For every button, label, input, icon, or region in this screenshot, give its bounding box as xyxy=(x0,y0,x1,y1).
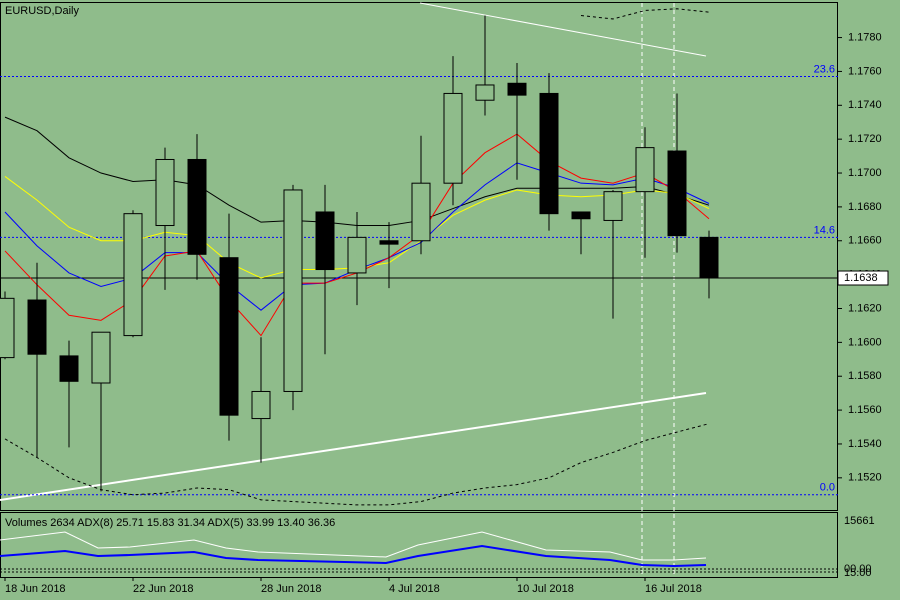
candle-body xyxy=(315,211,335,271)
candle-body xyxy=(91,331,111,384)
indicator-title: Volumes 2634 ADX(8) 25.71 15.83 31.34 AD… xyxy=(5,517,335,529)
y-tick-label: 1.1560 xyxy=(848,404,882,416)
candle-body xyxy=(379,240,399,245)
fib-label: 14.6 xyxy=(814,224,835,236)
y-tick-label: 1.1580 xyxy=(848,370,882,382)
y-tick-label: 1.1780 xyxy=(848,31,882,43)
y-tick-label: 1.1520 xyxy=(848,472,882,484)
x-tick-label: 22 Jun 2018 xyxy=(133,583,194,595)
overlay-line xyxy=(4,423,710,506)
y-tick-label: 1.1540 xyxy=(848,438,882,450)
candle-body xyxy=(123,213,143,337)
y-tick-label: 1.1760 xyxy=(848,65,882,77)
candle-body xyxy=(219,257,239,416)
y-tick-label: 1.1680 xyxy=(848,201,882,213)
candle-body xyxy=(475,84,495,101)
indicator-line xyxy=(0,544,707,568)
candle-body xyxy=(667,150,687,237)
trend-line xyxy=(419,2,707,57)
candle-body xyxy=(187,158,207,255)
candle-body xyxy=(603,191,623,221)
main-panel xyxy=(0,2,838,511)
candle-body xyxy=(411,182,431,242)
y-tick-label: 1.1700 xyxy=(848,167,882,179)
candle-body xyxy=(27,299,47,355)
candle-body xyxy=(539,92,559,215)
x-tick-label: 4 Jul 2018 xyxy=(389,583,440,595)
x-tick-label: 28 Jun 2018 xyxy=(261,583,322,595)
indicator-line xyxy=(0,531,707,561)
y-tick-label: 1.1720 xyxy=(848,133,882,145)
x-tick-label: 10 Jul 2018 xyxy=(517,583,574,595)
candle-body xyxy=(635,147,655,193)
candle-body xyxy=(507,82,527,96)
y-tick-label: 1.1740 xyxy=(848,99,882,111)
candle-body xyxy=(699,236,719,279)
fib-label: 0.0 xyxy=(820,482,835,494)
y-tick-label: 1.1600 xyxy=(848,336,882,348)
indicator-panel xyxy=(0,512,838,578)
trend-line xyxy=(0,392,707,501)
last-price-box xyxy=(837,270,889,286)
x-tick-label: 18 Jun 2018 xyxy=(5,583,66,595)
fib-label: 23.6 xyxy=(814,63,835,75)
candle-body xyxy=(347,236,367,274)
y-tick-label: 1.1620 xyxy=(848,302,882,314)
indicator-axis-label: 15.00 xyxy=(844,567,872,579)
last-price-label: 1.1638 xyxy=(844,272,878,284)
chart-title: EURUSD,Daily xyxy=(5,5,79,17)
overlay-line xyxy=(580,8,710,20)
candle-body xyxy=(155,158,175,227)
x-tick-label: 16 Jul 2018 xyxy=(645,583,702,595)
candle-body xyxy=(251,390,271,420)
candle-body xyxy=(283,189,303,392)
candle-body xyxy=(443,92,463,184)
candle-body xyxy=(571,211,591,220)
indicator-axis-label: 15661 xyxy=(844,515,875,527)
candle-body xyxy=(59,355,79,382)
candle-body xyxy=(0,297,15,359)
indicator-axis-label: 00.00 xyxy=(844,563,872,575)
y-tick-label: 1.1660 xyxy=(848,235,882,247)
